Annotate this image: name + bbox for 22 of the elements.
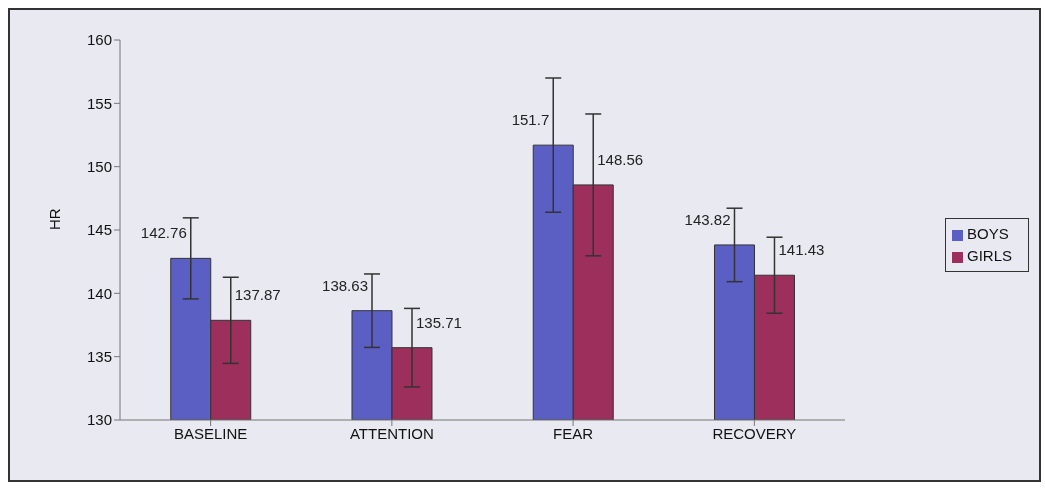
y-tick-label: 155	[86, 94, 112, 112]
data-label: 141.43	[778, 241, 825, 259]
x-tick-label: RECOVERY	[712, 424, 797, 442]
y-tick-label: 160	[86, 31, 112, 49]
data-label: 142.76	[140, 224, 187, 242]
data-label: 151.7	[511, 111, 550, 129]
data-label: 137.87	[234, 286, 281, 304]
y-tick-label: 130	[86, 411, 112, 429]
x-tick-label: ATTENTION	[349, 424, 434, 442]
y-tick-label: 150	[86, 157, 112, 175]
x-tick-label: FEAR	[553, 424, 594, 442]
y-tick-label: 140	[86, 284, 112, 302]
x-tick-label: BASELINE	[173, 424, 248, 442]
legend-label: GIRLS	[966, 247, 1012, 264]
data-label: 143.82	[684, 210, 731, 228]
y-axis-title: HR	[46, 208, 64, 230]
y-tick-label: 135	[86, 347, 112, 365]
data-label: 135.71	[415, 313, 462, 331]
data-label: 148.56	[597, 150, 644, 168]
data-label: 138.63	[322, 276, 368, 294]
y-tick-label: 145	[86, 221, 112, 239]
legend-label: BOYS	[966, 225, 1009, 242]
